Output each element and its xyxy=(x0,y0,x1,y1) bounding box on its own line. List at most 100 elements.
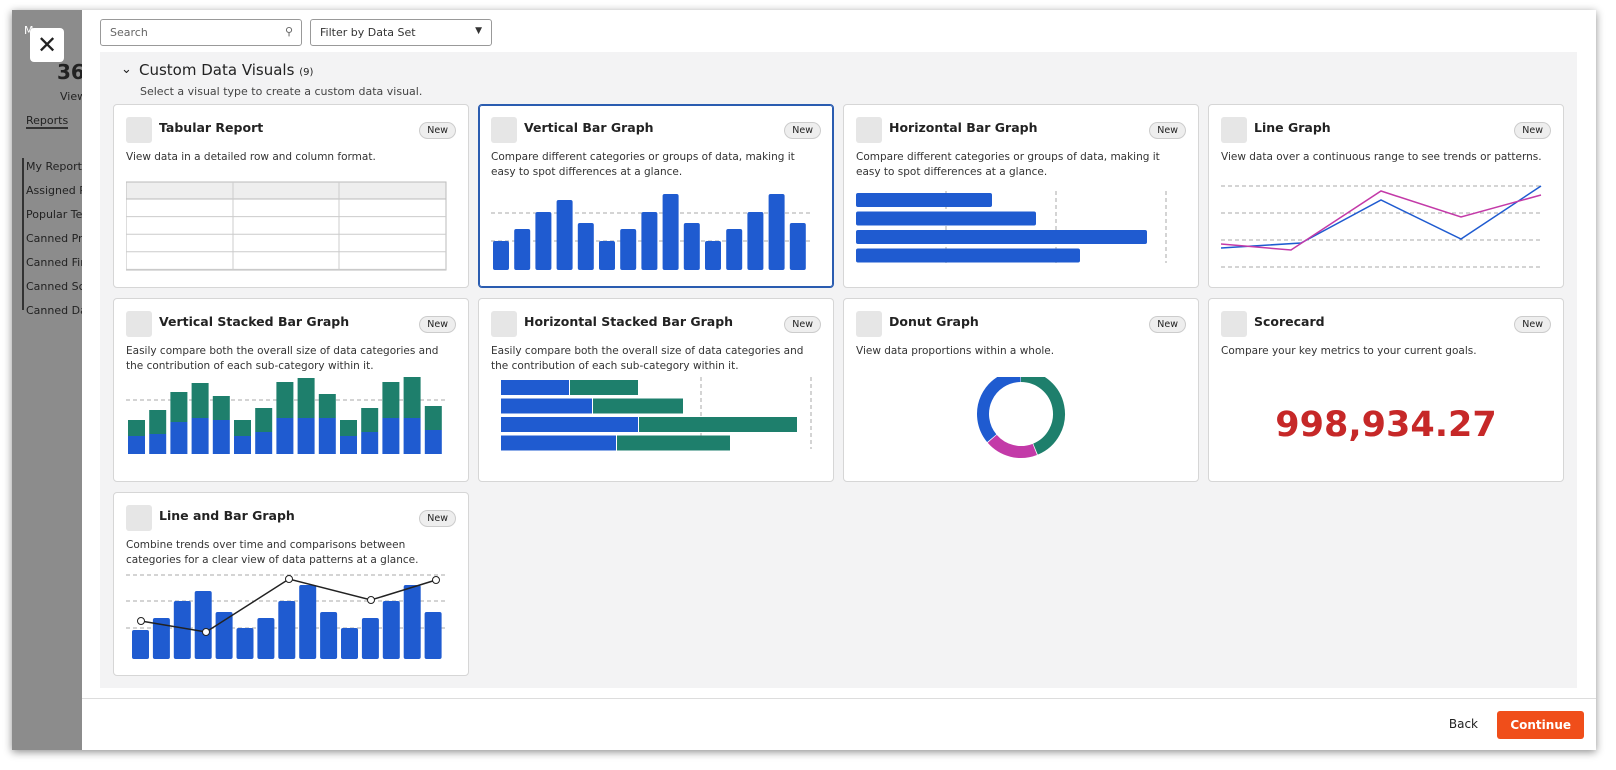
thumb-bar xyxy=(255,432,273,454)
thumb-bar xyxy=(191,383,209,418)
visual-card[interactable]: Vertical Stacked Bar Graph New Easily comp… xyxy=(113,298,469,482)
thumb-bar xyxy=(856,193,992,207)
thumb-bar xyxy=(570,380,638,395)
search-icon: ⚲ xyxy=(284,25,293,38)
thumbnail xyxy=(977,377,1065,458)
thumb-point xyxy=(285,575,293,583)
visual-card[interactable]: Horizontal Stacked Bar Graph New Easily co… xyxy=(478,298,834,482)
thumbnail xyxy=(501,377,812,451)
sidebar-marker xyxy=(22,158,24,310)
donut-segment xyxy=(987,434,1037,458)
thumb-bar xyxy=(856,248,1080,263)
visual-card[interactable]: Horizontal Bar Graph New Compare different… xyxy=(843,104,1199,288)
thumb-bar xyxy=(236,628,254,659)
thumb-bar xyxy=(276,418,294,454)
continue-button[interactable]: Continue xyxy=(1497,711,1584,739)
thumb-bar xyxy=(361,618,379,659)
thumb-bar xyxy=(194,591,212,659)
badge: New xyxy=(1514,122,1551,139)
close-button[interactable]: ✕ xyxy=(30,28,64,62)
thumb-point xyxy=(202,628,210,636)
thumb-bar xyxy=(424,430,442,454)
thumb-bar xyxy=(361,408,379,432)
card-description: Combine trends over time and comparisons… xyxy=(126,539,419,566)
thumb-bar xyxy=(556,200,573,270)
sidebar-item: Canned Fin xyxy=(26,256,82,269)
thumb-bar xyxy=(747,212,764,270)
thumb-bar xyxy=(128,436,145,454)
chevron: ⌄ xyxy=(121,62,132,77)
section-subtitle: Select a visual type to create a custom … xyxy=(140,85,423,98)
thumb-bar xyxy=(132,630,149,659)
filter-dropdown[interactable]: Filter by Data Set ▼ xyxy=(310,19,492,46)
visual-card[interactable]: Line Graph New View data over a continuous… xyxy=(1208,104,1564,288)
visual-card[interactable]: Donut Graph New View data proportions with… xyxy=(843,298,1199,482)
page-title: 360 xyxy=(57,60,82,84)
section-header[interactable]: ⌄ Custom Data Visuals (9) Select a visua… xyxy=(113,52,1564,104)
thumb-bar xyxy=(212,420,230,454)
card-description: Compare different categories or groups o… xyxy=(491,151,795,178)
thumb-bar xyxy=(501,398,592,414)
title: Custom Data Visuals xyxy=(139,61,295,79)
thumb-line xyxy=(1221,190,1542,251)
thumb-bar xyxy=(152,618,170,659)
card-title: Donut Graph xyxy=(889,314,979,329)
thumb-bar xyxy=(191,418,209,454)
visual-card[interactable]: Vertical Bar Graph New Compare different c… xyxy=(478,104,834,288)
thumb-bar xyxy=(617,435,730,451)
thumb-point xyxy=(367,596,375,604)
thumb-bar xyxy=(149,434,167,454)
thumb-point xyxy=(432,576,440,584)
thumb-bar xyxy=(257,618,275,659)
thumb-bar xyxy=(639,417,797,432)
badge: New xyxy=(784,122,821,139)
card-icon xyxy=(126,117,152,143)
card-description: Easily compare both the overall size of … xyxy=(491,345,804,372)
card-icon xyxy=(856,117,882,143)
visual-card[interactable]: Scorecard New Compare your key metrics to … xyxy=(1208,298,1564,482)
thumb-bar xyxy=(318,418,336,454)
sidebar-item: My Reports xyxy=(26,160,82,173)
visual-card[interactable]: Tabular Report New View data in a detailed… xyxy=(113,104,469,288)
sidebar-item: Canned Sch xyxy=(26,280,82,293)
card-description: View data in a detailed row and column f… xyxy=(126,151,376,163)
caret: ▼ xyxy=(475,26,482,36)
filter-label: Filter by Data Set xyxy=(320,26,416,39)
card-title: Horizontal Stacked Bar Graph xyxy=(524,314,734,329)
visual-card[interactable]: Line and Bar Graph New Combine trends over… xyxy=(113,492,469,676)
thumb-bar xyxy=(382,601,400,659)
thumb-bar xyxy=(361,432,379,454)
thumb-bar xyxy=(856,211,1036,226)
card-icon xyxy=(491,117,517,143)
thumb-line xyxy=(1221,185,1542,249)
thumb-bar xyxy=(173,601,191,659)
thumb-bar xyxy=(501,417,638,432)
donut-segment xyxy=(1020,377,1065,455)
thumb-bar xyxy=(535,212,552,270)
back-button[interactable]: Back xyxy=(1448,717,1478,731)
sidebar-item: Popular Tem xyxy=(26,208,82,221)
thumb-bar xyxy=(768,194,785,270)
thumb-bar xyxy=(340,436,357,454)
card-title: Line Graph xyxy=(1254,120,1331,135)
placeholder: Search xyxy=(110,26,148,39)
thumb-bar xyxy=(403,585,421,659)
thumb-point xyxy=(137,617,145,625)
thumbnail xyxy=(1221,377,1551,471)
thumb-bar xyxy=(593,398,683,414)
table-head xyxy=(126,181,447,200)
thumb-bar xyxy=(599,241,615,270)
thumb-bar xyxy=(297,378,315,418)
card-icon xyxy=(1221,117,1247,143)
card-title: Vertical Stacked Bar Graph xyxy=(159,314,350,329)
thumb-bar xyxy=(641,212,658,270)
thumb-bar xyxy=(128,420,145,436)
search-input[interactable]: Search ⚲ xyxy=(100,19,302,46)
thumb-bar xyxy=(149,410,167,434)
thumb-bar xyxy=(403,377,421,418)
thumb-bar xyxy=(620,229,637,270)
thumb-bar xyxy=(403,418,421,454)
thumbnail xyxy=(491,194,811,270)
card-description: Compare different categories or groups o… xyxy=(856,151,1160,178)
